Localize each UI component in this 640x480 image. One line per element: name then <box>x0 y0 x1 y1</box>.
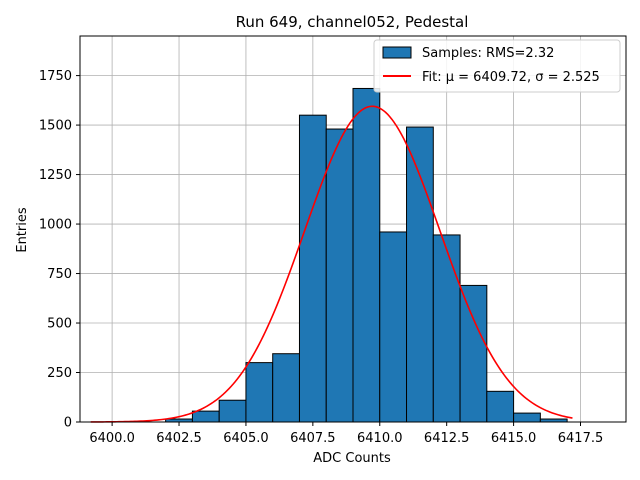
histogram-bar <box>513 412 541 423</box>
y-tick-label: 500 <box>47 317 72 332</box>
histogram-bar <box>245 362 274 423</box>
chart-title: Run 649, channel052, Pedestal <box>236 13 469 31</box>
histogram-bar <box>298 114 327 423</box>
x-tick-label: 6407.5 <box>290 431 336 446</box>
x-tick-label: 6410.0 <box>357 431 403 446</box>
y-tick-label: 1250 <box>39 168 72 183</box>
fit-curve-group <box>90 105 573 423</box>
y-tick-label: 1750 <box>39 69 72 84</box>
x-tick-label: 6400.0 <box>89 431 135 446</box>
x-tick-label: 6417.5 <box>558 431 604 446</box>
legend-label-samples: Samples: RMS=2.32 <box>422 46 554 61</box>
x-tick-label: 6405.0 <box>223 431 269 446</box>
histogram-bars <box>165 87 568 423</box>
histogram-bar <box>459 284 488 423</box>
histogram-bar <box>432 234 461 423</box>
histogram-bar <box>325 128 354 423</box>
x-tick-label: 6412.5 <box>424 431 470 446</box>
x-axis-label: ADC Counts <box>313 451 391 466</box>
plot-area-frame <box>79 35 627 423</box>
y-tick-label: 750 <box>47 267 72 282</box>
x-tick-label: 6402.5 <box>156 431 202 446</box>
y-tick-label: 1000 <box>39 218 72 233</box>
y-axis-label: Entries <box>15 207 30 253</box>
fit-curve <box>90 105 573 423</box>
histogram-bar <box>272 353 300 423</box>
histogram-bar <box>352 87 381 423</box>
legend-label-fit: Fit: μ = 6409.72, σ = 2.525 <box>422 70 600 85</box>
legend-swatch-samples <box>382 46 412 59</box>
legend-box <box>373 39 621 93</box>
histogram-bar <box>379 231 408 423</box>
histogram-bar <box>218 399 247 423</box>
histogram-bar <box>191 410 220 423</box>
x-tick-label: 6415.0 <box>491 431 537 446</box>
histogram-bar <box>406 126 434 423</box>
y-axis-ticks: 0 250 500 750 1000 1250 1500 1750 <box>39 69 80 431</box>
legend: Samples: RMS=2.32 Fit: μ = 6409.72, σ = … <box>373 39 621 93</box>
x-axis-ticks: 6400.0 6402.5 6405.0 6407.5 6410.0 6412.5 6415… <box>89 422 603 446</box>
histogram-bar <box>486 390 515 423</box>
y-tick-label: 250 <box>47 366 72 381</box>
y-tick-label: 1500 <box>39 119 72 134</box>
y-tick-label: 0 <box>64 416 72 431</box>
